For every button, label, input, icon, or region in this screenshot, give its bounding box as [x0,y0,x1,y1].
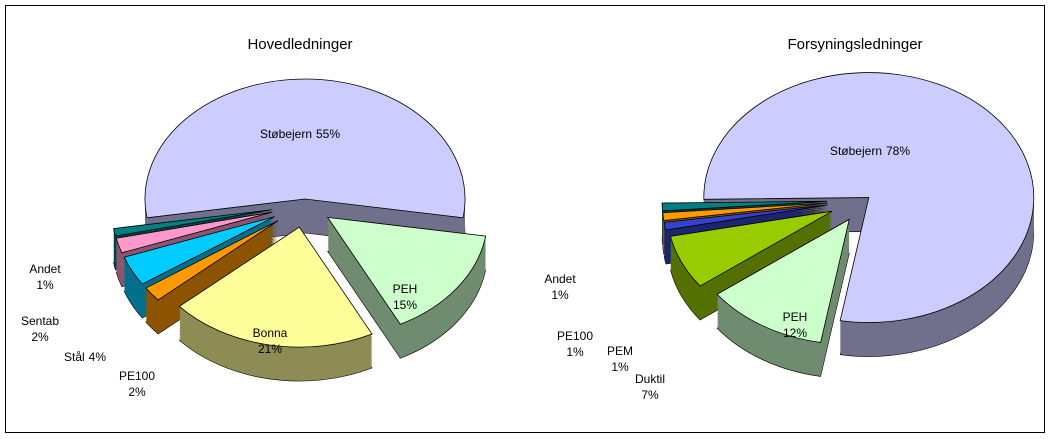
value-label: 1% [566,345,584,359]
value-label: 7% [641,388,659,402]
slice-side [116,216,273,257]
chart-title: Forsyningsledninger [787,36,922,53]
value-label: 15% [393,298,417,312]
slice-group [703,72,1035,357]
slice-group [326,216,487,359]
slice [703,72,1035,323]
value-label: 55% [316,127,340,141]
value-label: 78% [886,144,910,158]
slice [716,218,850,343]
value-label: 4% [89,350,107,364]
slice [115,211,273,254]
value-label: 2% [128,385,146,399]
slice [670,210,833,287]
category-label: Stål [64,350,85,364]
category-label: Andet [544,272,576,286]
chart-title: Hovedledninger [247,36,352,53]
value-label: 21% [258,342,282,356]
category-label: Duktil [635,372,665,386]
data-label: Støbejern 55% [260,127,340,141]
slice [144,78,466,219]
category-label: Andet [29,262,61,276]
slice-side [664,205,828,232]
slice [113,209,272,237]
slice [178,226,373,348]
data-label: Støbejern 78% [830,144,910,158]
slice [123,216,275,285]
slice-side [116,214,273,256]
slice-side [113,210,272,237]
value-label: 1% [611,360,629,374]
category-label: Støbejern [260,127,312,141]
category-label: PEH [783,310,808,324]
category-label: Bonna [253,326,288,340]
slice-group [144,78,466,253]
slice [663,204,828,231]
slice [661,200,828,212]
slice-side [664,207,828,233]
value-label: 2% [31,330,49,344]
slice-side [664,210,828,236]
slice [662,202,828,221]
category-label: PEH [393,282,418,296]
category-label: PE100 [119,369,155,383]
value-label: 1% [551,288,569,302]
slice-group [178,226,373,382]
slice-group [716,218,850,377]
slice-side [662,204,828,222]
data-label: Stål 4% [64,350,106,364]
category-label: Støbejern [830,144,882,158]
value-label: 1% [36,278,54,292]
category-label: Sentab [21,314,59,328]
category-label: PE100 [557,329,593,343]
category-label: PEM [607,344,633,358]
slice [145,220,279,301]
slice-side [664,208,828,235]
slice [326,216,487,325]
value-label: 12% [783,326,807,340]
